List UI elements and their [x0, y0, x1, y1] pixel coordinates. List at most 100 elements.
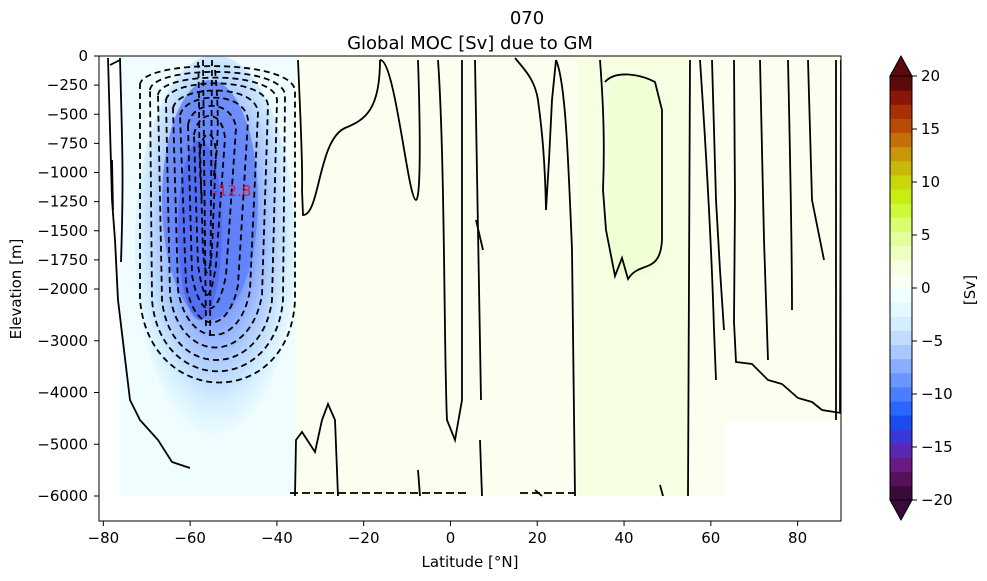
colorbar-tick-label: −5 — [921, 332, 943, 350]
colorbar-label: [Sv] — [961, 275, 979, 305]
x-axis-label: Latitude [°N] — [422, 553, 519, 571]
x-tick-label: 0 — [446, 529, 456, 547]
colorbar-segment — [890, 160, 912, 176]
neg-contour-9 — [199, 133, 217, 274]
y-tick-label: −250 — [47, 76, 88, 94]
colorbar-segment — [890, 231, 912, 247]
y-tick-label: −1500 — [37, 222, 88, 240]
colorbar-tick-label: 5 — [921, 226, 931, 244]
colorbar-segment — [890, 485, 912, 501]
colorbar-segment — [890, 273, 912, 289]
neg-contour-1 — [139, 65, 296, 384]
chart-title-line2: Global MOC [Sv] due to GM — [347, 33, 593, 54]
y-tick-label: −4000 — [37, 384, 88, 402]
colorbar-extend-min — [889, 499, 913, 522]
colorbar-segment — [890, 174, 912, 190]
field-north — [725, 56, 841, 421]
neg-contour-3 — [157, 76, 278, 361]
zero-contour-1 — [379, 59, 421, 201]
minimum-annotation: -12.8 — [213, 182, 252, 200]
x-tick-label: −60 — [174, 529, 206, 547]
colorbar-segment — [890, 471, 912, 487]
colorbar-segment — [890, 457, 912, 473]
zero-contour-southern-ocean — [297, 59, 381, 216]
zero-contour-deep-south — [294, 401, 339, 497]
colorbar-segment — [890, 401, 912, 416]
neg-contour-8 — [193, 115, 226, 296]
zero-contour-3 — [474, 59, 484, 401]
zero-contour-6 — [687, 59, 717, 497]
zero-contour-4 — [514, 57, 557, 211]
neg-contour-7 — [187, 104, 237, 310]
colorbar-tick-label: −15 — [921, 438, 953, 456]
colorbar-segment — [890, 259, 912, 275]
y-tick-label: −1750 — [37, 251, 88, 269]
colorbar-segment — [890, 189, 912, 204]
colorbar-segment — [890, 344, 912, 360]
colorbar-segment — [890, 90, 912, 105]
x-tick-label: 60 — [701, 529, 720, 547]
colorbar-segment — [890, 288, 912, 303]
x-tick-label: 80 — [788, 529, 807, 547]
neg-contour-6 — [179, 96, 249, 324]
colorbar-segment — [890, 316, 912, 331]
colorbar-segment — [890, 415, 912, 430]
x-tick-label: −40 — [261, 529, 293, 547]
colorbar-tick-label: 15 — [921, 120, 940, 138]
colorbar-segment — [890, 302, 912, 317]
colorbar-segment — [890, 118, 912, 134]
x-axis: −80 −60 −40 −20 0 20 40 60 80 — [88, 521, 807, 547]
colorbar-segment — [890, 330, 912, 346]
x-tick-label: −80 — [88, 529, 120, 547]
zero-contour-7 — [711, 59, 725, 331]
x-tick-label: 20 — [528, 529, 547, 547]
colorbar-segment — [890, 146, 912, 162]
colorbar-segment — [890, 76, 912, 91]
colorbar-tick-label: 10 — [921, 173, 940, 191]
field-positive-max — [608, 76, 660, 276]
neg-contour-5 — [172, 89, 259, 336]
x-tick-label: −20 — [348, 529, 380, 547]
chart-title-line1: 070 — [510, 8, 544, 29]
neg-contour-11 — [197, 61, 219, 201]
colorbar-tick-label: −10 — [921, 385, 953, 403]
colorbar-segment — [890, 372, 912, 388]
y-axis: 0 −250 −500 −750 −1000 −1250 −1500 −1750 −2000 −3… — [37, 47, 99, 505]
zero-contour-2 — [437, 59, 463, 444]
colorbar-segment — [890, 203, 912, 218]
colorbar-segment — [890, 245, 912, 261]
neg-contour-10 — [202, 59, 213, 341]
colorbar: 20 15 10 5 0 −5 −10 −15 −20 — [889, 54, 953, 522]
negative-contours — [139, 59, 296, 384]
y-tick-label: 0 — [78, 47, 88, 65]
neg-contour-4 — [165, 82, 269, 349]
y-axis-label: Elevation [m] — [7, 239, 25, 340]
zero-contour-bottom — [417, 439, 664, 497]
zero-contour-antarctic — [111, 57, 124, 263]
zero-contour-5 — [555, 59, 576, 497]
colorbar-tick-label: 20 — [921, 67, 940, 85]
colorbar-extend-max — [889, 54, 913, 77]
y-tick-label: −3000 — [37, 332, 88, 350]
y-tick-label: −1250 — [37, 193, 88, 211]
colorbar-segment — [890, 358, 912, 374]
zero-contours — [107, 57, 841, 497]
y-tick-label: −1000 — [37, 164, 88, 182]
colorbar-segment — [890, 443, 912, 459]
zero-contour-north — [733, 59, 841, 414]
zero-contour-8 — [759, 59, 825, 361]
colorbar-tick-label: 0 — [921, 279, 931, 297]
x-tick-label: 40 — [614, 529, 633, 547]
y-tick-label: −500 — [47, 105, 88, 123]
colorbar-segment — [890, 386, 912, 402]
colorbar-segment — [890, 104, 912, 119]
colorbar-tick-label: −20 — [921, 491, 953, 509]
colorbar-segment — [890, 217, 912, 232]
y-tick-label: −750 — [47, 134, 88, 152]
y-tick-label: −6000 — [37, 487, 88, 505]
zero-contour-south — [107, 57, 191, 469]
y-tick-label: −5000 — [37, 435, 88, 453]
y-tick-label: −2000 — [37, 280, 88, 298]
plot-area: -12.8 — [99, 56, 841, 521]
